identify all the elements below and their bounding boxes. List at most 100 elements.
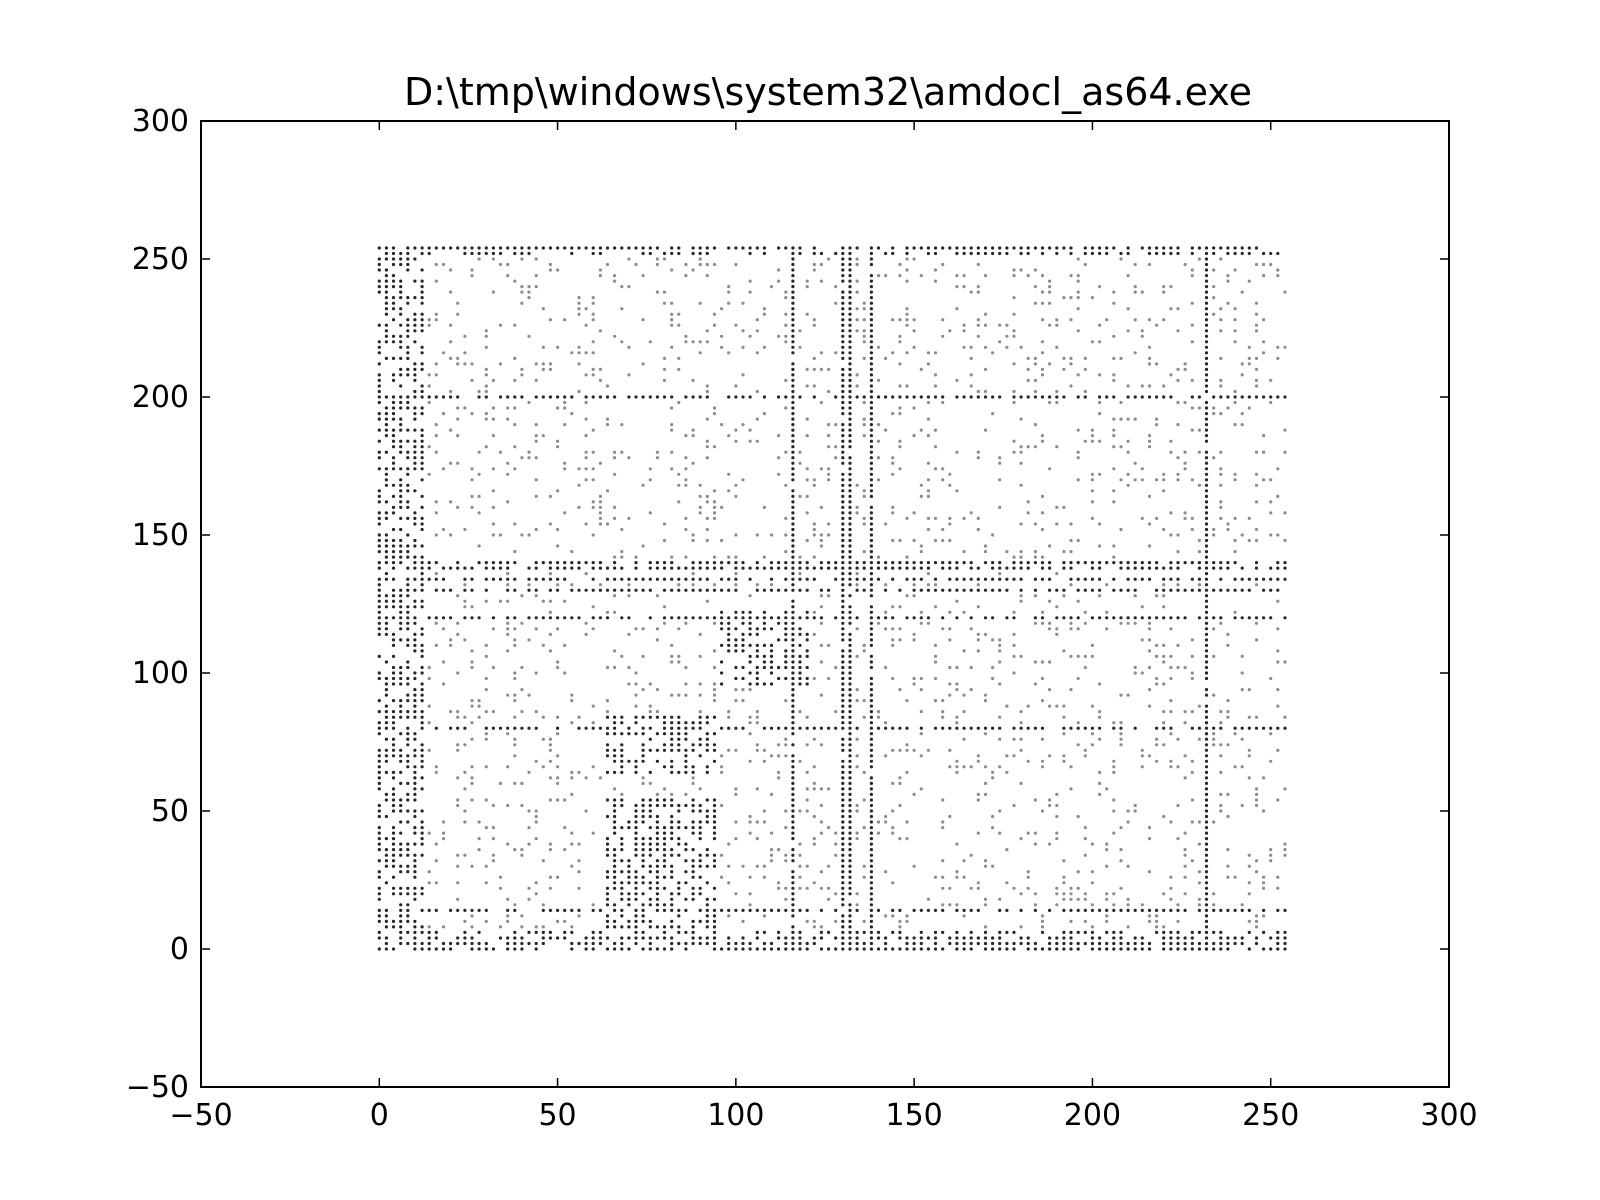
scatter-point bbox=[1204, 511, 1209, 515]
scatter-point bbox=[1040, 616, 1045, 620]
scatter-point bbox=[556, 715, 560, 719]
scatter-point bbox=[420, 351, 424, 355]
scatter-point bbox=[762, 726, 767, 730]
scatter-point bbox=[798, 936, 802, 940]
scatter-point bbox=[998, 643, 1002, 648]
scatter-point bbox=[377, 919, 381, 924]
scatter-point bbox=[869, 925, 874, 929]
scatter-point bbox=[691, 340, 695, 344]
scatter-point bbox=[513, 445, 517, 449]
scatter-point bbox=[755, 930, 759, 935]
scatter-point bbox=[884, 588, 888, 592]
scatter-point bbox=[377, 616, 381, 620]
scatter-point bbox=[605, 732, 610, 736]
scatter-point bbox=[670, 660, 674, 664]
scatter-point bbox=[1247, 688, 1251, 692]
scatter-point bbox=[491, 290, 495, 294]
scatter-point bbox=[1126, 864, 1130, 868]
scatter-point bbox=[869, 577, 874, 581]
scatter-point bbox=[898, 726, 902, 730]
scatter-point bbox=[548, 908, 553, 913]
scatter-point bbox=[1204, 268, 1209, 272]
scatter-point bbox=[377, 897, 381, 901]
scatter-point bbox=[399, 798, 403, 802]
scatter-point bbox=[420, 665, 424, 670]
scatter-point bbox=[427, 323, 431, 327]
scatter-point bbox=[884, 754, 888, 758]
scatter-point bbox=[677, 925, 681, 929]
scatter-point bbox=[1119, 886, 1123, 890]
scatter-point bbox=[506, 726, 510, 730]
scatter-point bbox=[848, 936, 852, 940]
scatter-point bbox=[819, 505, 824, 509]
scatter-point bbox=[1040, 699, 1045, 703]
scatter-point bbox=[620, 941, 624, 946]
scatter-point bbox=[1133, 671, 1137, 675]
scatter-point bbox=[876, 577, 881, 581]
scatter-point bbox=[1169, 373, 1173, 377]
scatter-point bbox=[1262, 450, 1266, 454]
scatter-point bbox=[613, 787, 617, 791]
scatter-point bbox=[762, 941, 767, 946]
scatter-point bbox=[548, 318, 553, 322]
scatter-point bbox=[420, 290, 424, 294]
scatter-point bbox=[556, 345, 560, 349]
scatter-point bbox=[470, 268, 474, 272]
scatter-point bbox=[869, 726, 874, 730]
scatter-point bbox=[1183, 710, 1187, 714]
scatter-point bbox=[1283, 842, 1287, 846]
scatter-point bbox=[427, 947, 431, 951]
scatter-point bbox=[705, 262, 709, 267]
scatter-point bbox=[584, 632, 588, 637]
scatter-point bbox=[1033, 682, 1037, 686]
scatter-point bbox=[1226, 632, 1230, 637]
scatter-point bbox=[1112, 378, 1116, 382]
scatter-point bbox=[655, 925, 660, 929]
scatter-point bbox=[869, 340, 874, 344]
scatter-point bbox=[1040, 274, 1045, 278]
scatter-point bbox=[520, 803, 524, 808]
scatter-point bbox=[841, 373, 845, 377]
scatter-point bbox=[420, 428, 424, 432]
scatter-point bbox=[855, 754, 859, 758]
scatter-point bbox=[1098, 726, 1102, 730]
scatter-point bbox=[1190, 340, 1194, 344]
scatter-point bbox=[933, 445, 938, 449]
scatter-point bbox=[869, 456, 874, 460]
scatter-point bbox=[456, 748, 460, 752]
scatter-point bbox=[855, 892, 859, 896]
scatter-point bbox=[399, 345, 403, 349]
scatter-point bbox=[470, 378, 474, 382]
scatter-point bbox=[841, 445, 845, 449]
scatter-point bbox=[727, 395, 731, 399]
scatter-point bbox=[720, 643, 724, 648]
scatter-point bbox=[805, 312, 809, 316]
scatter-point bbox=[591, 251, 595, 256]
scatter-point bbox=[655, 831, 660, 835]
scatter-point bbox=[841, 848, 845, 852]
scatter-point bbox=[406, 765, 410, 769]
scatter-point bbox=[391, 550, 396, 554]
scatter-point bbox=[712, 814, 717, 819]
scatter-point bbox=[1204, 610, 1209, 614]
scatter-point bbox=[1019, 395, 1023, 399]
scatter-point bbox=[613, 505, 617, 509]
scatter-point bbox=[869, 919, 874, 924]
scatter-point bbox=[819, 886, 824, 890]
scatter-point bbox=[1112, 798, 1116, 802]
scatter-point bbox=[884, 522, 888, 526]
scatter-point bbox=[1112, 577, 1116, 581]
scatter-point bbox=[926, 516, 931, 521]
scatter-point bbox=[848, 610, 852, 614]
scatter-point bbox=[384, 555, 388, 559]
scatter-point bbox=[769, 566, 774, 570]
scatter-point bbox=[812, 632, 816, 637]
scatter-point bbox=[841, 345, 845, 349]
scatter-point bbox=[1190, 577, 1194, 581]
scatter-point bbox=[1012, 566, 1016, 570]
scatter-point bbox=[420, 461, 424, 465]
scatter-point bbox=[891, 605, 895, 609]
scatter-point bbox=[712, 715, 717, 719]
scatter-point bbox=[570, 699, 574, 703]
scatter-point bbox=[812, 323, 816, 327]
